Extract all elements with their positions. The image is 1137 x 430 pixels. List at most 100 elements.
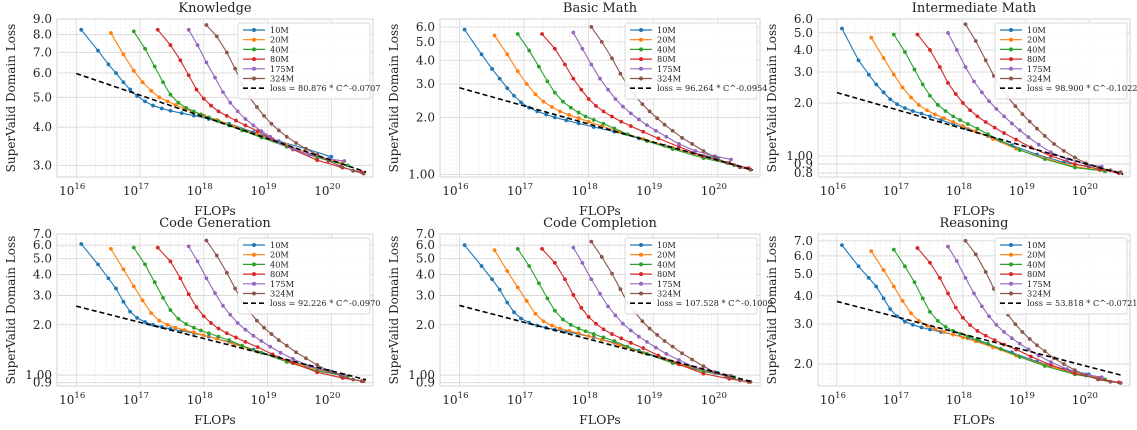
data-point-20M xyxy=(515,69,520,74)
x-tick-exponent: 20 xyxy=(716,182,727,192)
data-point-20M xyxy=(891,72,896,77)
x-tick-label: 1020 xyxy=(314,391,340,407)
legend-box xyxy=(624,22,758,100)
data-point-80M xyxy=(641,129,646,134)
chart-title: Code Completion xyxy=(543,216,657,231)
data-point-20M xyxy=(916,103,921,107)
data-point-80M xyxy=(563,277,567,282)
data-point-20M xyxy=(157,95,162,100)
data-point-175M xyxy=(195,259,200,264)
series-80M xyxy=(915,32,1121,175)
data-point-10M xyxy=(910,322,915,327)
data-point-324M xyxy=(338,373,343,378)
data-point-175M xyxy=(628,111,633,116)
data-point-324M xyxy=(712,370,717,375)
y-tick-label: 0.9 xyxy=(33,376,52,390)
data-point-80M xyxy=(209,321,213,325)
data-point-324M xyxy=(963,238,968,243)
data-point-175M xyxy=(677,358,681,362)
y-axis-label: SuperValid Domain Loss xyxy=(387,236,401,385)
data-point-40M xyxy=(152,64,157,69)
legend-marker-20M xyxy=(1009,37,1013,42)
data-point-324M xyxy=(1108,379,1113,384)
data-point-80M xyxy=(186,73,191,78)
data-point-20M xyxy=(881,268,886,272)
x-tick-exponent: 18 xyxy=(202,182,213,192)
legend-marker-20M xyxy=(252,252,256,257)
chart-panel-5: 1016 1017 1018 1019 10200.91.002.03.04.05.06… xyxy=(387,216,773,427)
data-point-20M xyxy=(909,311,913,316)
data-point-324M xyxy=(1042,349,1047,354)
x-tick-label: 1018 xyxy=(187,182,213,198)
x-tick-exponent: 16 xyxy=(835,182,846,192)
data-point-40M xyxy=(143,262,147,267)
data-point-10M xyxy=(895,102,899,107)
legend-marker-324M xyxy=(252,291,256,296)
legend-marker-20M xyxy=(1009,252,1013,257)
legend-marker-80M xyxy=(639,57,643,62)
data-point-324M xyxy=(748,167,753,172)
data-point-324M xyxy=(1020,330,1025,334)
data-point-40M xyxy=(216,119,221,124)
data-point-324M xyxy=(304,356,308,361)
legend-marker-80M xyxy=(639,272,643,277)
data-point-80M xyxy=(915,246,920,250)
x-tick-label: 1019 xyxy=(636,391,662,407)
legend-label-fit: loss = 92.226 * C^-0.0970 xyxy=(270,298,381,308)
data-point-175M xyxy=(606,87,610,92)
x-tick-label: 1019 xyxy=(1009,391,1035,407)
data-point-10M xyxy=(576,121,581,126)
data-point-175M xyxy=(1026,135,1031,140)
series-40M xyxy=(515,32,737,168)
data-point-80M xyxy=(586,97,591,101)
data-point-10M xyxy=(151,103,155,108)
data-point-40M xyxy=(576,110,581,115)
data-point-175M xyxy=(268,344,273,349)
legend-label-175M: 175M xyxy=(270,64,294,74)
data-point-40M xyxy=(943,109,948,113)
data-point-175M xyxy=(946,31,950,35)
data-point-10M xyxy=(121,80,126,85)
data-point-20M xyxy=(909,95,913,100)
x-tick-base: 10 xyxy=(572,184,587,198)
data-point-20M xyxy=(140,80,145,85)
x-axis-label: FLOPs xyxy=(953,412,995,427)
data-point-20M xyxy=(586,119,591,124)
x-tick-exponent: 19 xyxy=(266,391,277,401)
data-point-175M xyxy=(259,339,264,343)
data-point-324M xyxy=(701,364,706,369)
data-point-10M xyxy=(888,97,893,102)
series-175M xyxy=(946,244,1104,380)
legend-marker-324M xyxy=(252,76,256,81)
data-point-10M xyxy=(329,154,334,159)
data-point-80M xyxy=(178,276,183,281)
y-tick-label: 5.0 xyxy=(33,251,52,265)
y-tick-label: 1.00 xyxy=(408,167,435,181)
data-point-10M xyxy=(497,76,502,81)
x-tick-base: 10 xyxy=(946,393,961,407)
data-point-40M xyxy=(198,328,203,333)
data-point-10M xyxy=(881,296,886,301)
data-point-20M xyxy=(541,99,546,104)
data-point-20M xyxy=(505,269,510,273)
legend-marker-175M xyxy=(1009,66,1013,71)
series-line-324M xyxy=(965,240,1121,384)
data-point-80M xyxy=(961,315,965,320)
x-tick-base: 10 xyxy=(442,393,457,407)
data-point-20M xyxy=(191,330,196,335)
x-tick-exponent: 19 xyxy=(651,182,662,192)
data-point-40M xyxy=(176,317,181,321)
data-point-80M xyxy=(1072,162,1077,166)
data-point-20M xyxy=(515,285,520,290)
data-point-324M xyxy=(233,286,238,291)
data-point-40M xyxy=(576,326,581,331)
series-80M xyxy=(540,246,751,384)
chart-panel-1: 1016 1017 1018 1019 10203.04.05.06.07.08.09.… xyxy=(4,1,381,218)
x-tick-exponent: 20 xyxy=(716,391,727,401)
y-tick-label: 7.0 xyxy=(416,227,435,241)
data-point-175M xyxy=(571,30,576,35)
legend-label-40M: 40M xyxy=(1027,259,1046,269)
data-point-175M xyxy=(268,134,273,139)
data-point-175M xyxy=(1017,128,1022,133)
